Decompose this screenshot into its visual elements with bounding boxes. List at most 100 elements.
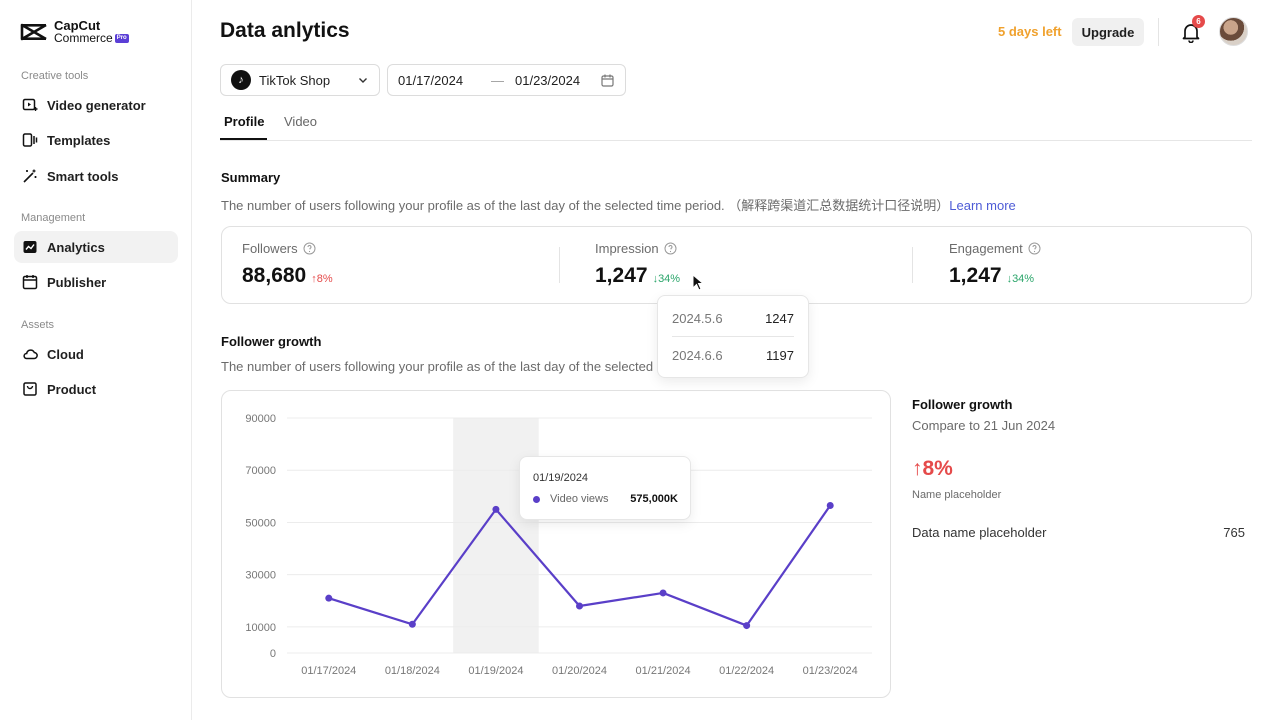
metric-divider	[912, 247, 913, 283]
data-point	[492, 505, 500, 513]
impression-tooltip: 2024.5.6 1247 2024.6.6 1197	[657, 295, 809, 378]
tab-profile[interactable]: Profile	[224, 114, 265, 129]
section-label-management: Management	[21, 212, 86, 224]
metric-impression: Impression 1,247 ↓34%	[595, 241, 680, 288]
sidebar-item-label: Publisher	[47, 274, 107, 290]
cloud-icon	[23, 349, 38, 360]
mouse-cursor-icon	[692, 274, 704, 291]
sidebar-item-label: Templates	[47, 132, 111, 148]
help-icon[interactable]	[303, 242, 316, 255]
follower-growth-chart: 0 10000 30000 50000 70000 90000 01/17/2024 01/1…	[221, 390, 891, 698]
growth-panel-note: Name placeholder	[912, 489, 1002, 501]
sidebar-item-product[interactable]: Product	[14, 373, 178, 405]
metric-change: ↑8%	[311, 273, 333, 285]
sidebar-item-cloud[interactable]: Cloud	[14, 338, 178, 370]
calendar-icon[interactable]	[601, 74, 614, 87]
metric-engagement: Engagement 1,247 ↓34%	[949, 241, 1041, 288]
metric-label: Engagement	[949, 241, 1023, 256]
x-tick-label: 01/18/2024	[385, 665, 440, 677]
y-tick-label: 30000	[245, 570, 276, 582]
help-icon[interactable]	[1028, 242, 1041, 255]
sidebar-item-label: Video generator	[47, 97, 146, 113]
growth-panel-row: Data name placeholder 765	[912, 525, 1245, 540]
y-tick-label: 0	[270, 648, 276, 660]
date-range-picker[interactable]: 01/17/2024 — 01/23/2024	[387, 64, 626, 96]
sidebar-item-label: Cloud	[47, 346, 84, 362]
sidebar-item-templates[interactable]: Templates	[14, 124, 178, 156]
tiktok-icon: ♪	[231, 70, 251, 90]
data-point	[743, 622, 751, 630]
metric-followers: Followers 88,680 ↑8%	[242, 241, 333, 288]
magic-wand-icon	[23, 169, 37, 183]
chart-tooltip-date: 01/19/2024	[533, 472, 589, 484]
tooltip-date: 2024.5.6	[672, 311, 723, 326]
product-icon	[23, 382, 37, 396]
tooltip-divider	[672, 336, 794, 337]
active-tab-indicator	[220, 138, 267, 140]
logo-line1: CapCut	[54, 18, 101, 33]
growth-panel-compare: Compare to 21 Jun 2024	[912, 418, 1056, 433]
sidebar-item-video-generator[interactable]: Video generator	[14, 89, 178, 121]
chart-tooltip-value: 575,000K	[630, 493, 678, 505]
y-tick-label: 90000	[245, 413, 276, 425]
chevron-down-icon	[359, 78, 367, 83]
analytics-icon	[23, 241, 37, 253]
series-dot	[533, 495, 540, 503]
metric-value: 88,680	[242, 264, 307, 287]
x-tick-label: 01/19/2024	[468, 665, 523, 677]
metric-change: ↓34%	[652, 273, 681, 285]
date-start-input[interactable]: 01/17/2024	[398, 73, 464, 88]
data-point	[325, 594, 333, 602]
tooltip-value: 1247	[765, 311, 794, 326]
sidebar-item-label: Analytics	[47, 239, 105, 255]
chart-tooltip-label: Video views	[550, 493, 609, 505]
tooltip-date: 2024.6.6	[672, 348, 723, 363]
section-label-creative-tools: Creative tools	[21, 70, 89, 82]
trial-remaining-text: 5 days left	[998, 24, 1062, 39]
avatar[interactable]	[1219, 17, 1248, 46]
help-icon[interactable]	[664, 242, 677, 255]
data-point	[576, 602, 583, 610]
upgrade-button[interactable]: Upgrade	[1072, 18, 1144, 46]
summary-heading: Summary	[221, 170, 281, 185]
follower-growth-heading: Follower growth	[221, 334, 322, 349]
data-point	[408, 620, 416, 628]
sidebar-item-analytics[interactable]: Analytics	[14, 231, 178, 263]
capcut-commerce-logo[interactable]: CapCut Commerce Pro	[20, 18, 129, 44]
learn-more-link[interactable]: Learn more	[949, 198, 1016, 213]
tab-video[interactable]: Video	[284, 114, 318, 129]
chart-tooltip: 01/19/2024 Video views 575,000K	[519, 456, 691, 520]
tooltip-value: 1197	[766, 348, 794, 363]
video-generator-icon	[22, 98, 38, 111]
growth-panel-row-label: Data name placeholder	[912, 525, 1047, 540]
calendar-icon	[22, 275, 38, 290]
capcut-logo-icon	[20, 23, 47, 41]
growth-panel-change-value: 8%	[922, 457, 953, 480]
sidebar-item-smart-tools[interactable]: Smart tools	[14, 160, 178, 192]
page-title: Data anlytics	[220, 19, 350, 42]
notification-count-badge: 6	[1192, 15, 1205, 28]
sidebar-item-publisher[interactable]: Publisher	[14, 266, 178, 298]
up-arrow-icon: ↑	[912, 457, 923, 480]
x-tick-label: 01/22/2024	[719, 665, 774, 677]
growth-panel-row-value: 765	[1223, 525, 1245, 540]
growth-panel-change: ↑8%	[912, 457, 953, 481]
logo-text: CapCut Commerce Pro	[54, 18, 129, 44]
x-tick-label: 01/23/2024	[803, 665, 858, 677]
date-end-input[interactable]: 01/23/2024	[515, 73, 581, 88]
summary-description-text: The number of users following your profi…	[221, 198, 950, 213]
x-tick-label: 01/21/2024	[636, 665, 691, 677]
follower-growth-description: The number of users following your profi…	[221, 359, 654, 374]
header-divider	[1158, 18, 1159, 46]
shop-select[interactable]: ♪ TikTok Shop	[220, 64, 380, 96]
x-tick-label: 01/17/2024	[301, 665, 356, 677]
y-tick-label: 10000	[245, 622, 276, 634]
data-point	[826, 501, 834, 509]
section-label-assets: Assets	[21, 319, 55, 331]
line-chart: 0 10000 30000 50000 70000 90000 01/17/2024 01/1…	[245, 413, 872, 677]
x-tick-label: 01/20/2024	[552, 665, 607, 677]
sidebar-item-label: Product	[47, 381, 97, 397]
y-tick-label: 50000	[245, 517, 276, 529]
metric-change: ↓34%	[1006, 273, 1035, 285]
growth-panel-title: Follower growth	[912, 397, 1013, 412]
